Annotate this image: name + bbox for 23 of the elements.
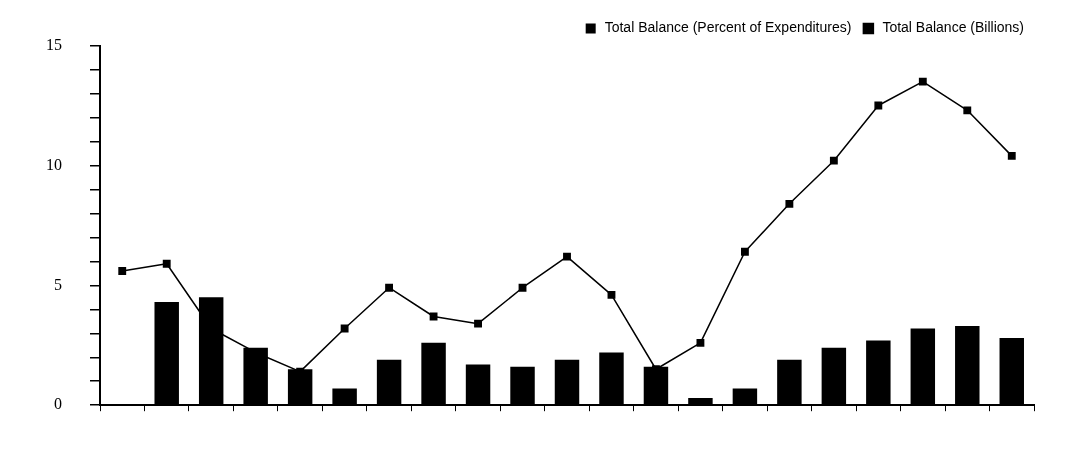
point xyxy=(340,324,349,333)
point xyxy=(162,259,171,268)
point xyxy=(118,267,127,275)
y-tick-label: 15 xyxy=(46,35,62,53)
point xyxy=(1007,151,1016,160)
y-tick-label: 5 xyxy=(54,275,62,293)
point xyxy=(518,283,527,292)
y-tick-label: 0 xyxy=(54,395,62,413)
point xyxy=(829,156,838,165)
legend-label: Total Balance (Percent of Expenditures) xyxy=(604,19,852,36)
point xyxy=(785,199,794,208)
point xyxy=(563,252,571,261)
point xyxy=(874,101,883,110)
point xyxy=(740,247,749,256)
y-tick-label: 10 xyxy=(46,155,62,173)
point xyxy=(918,77,927,86)
point xyxy=(429,312,438,321)
point xyxy=(607,290,616,299)
legend-label: Total Balance (Billions) xyxy=(882,19,1024,36)
point xyxy=(385,283,394,292)
point xyxy=(963,106,972,115)
point xyxy=(696,338,705,347)
point xyxy=(474,319,482,328)
